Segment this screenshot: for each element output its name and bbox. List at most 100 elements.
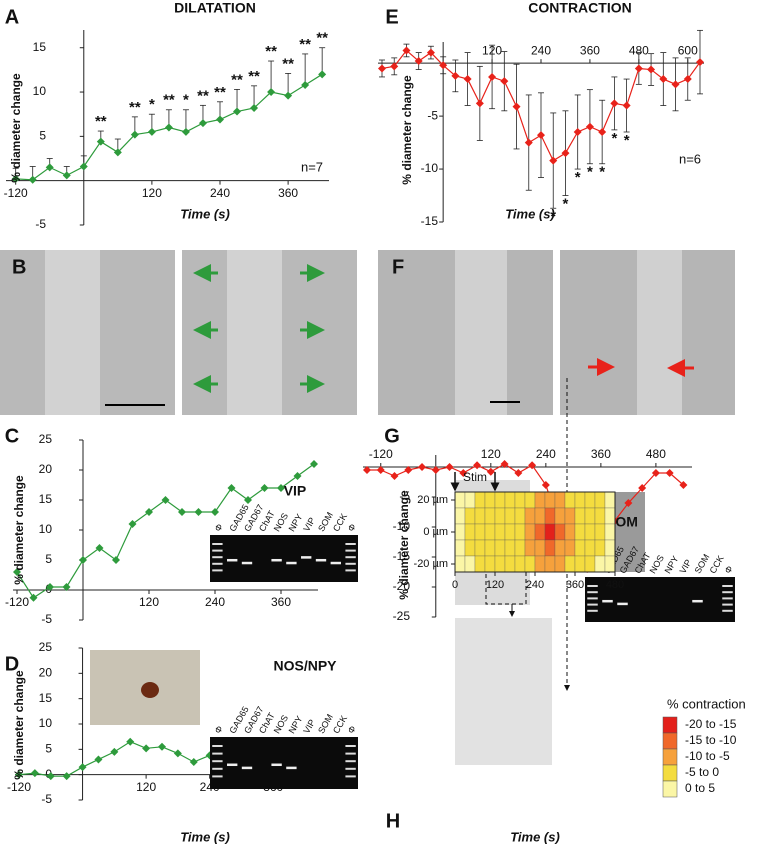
y-tick-label: 20 (39, 666, 53, 680)
x-tick-label: 240 (526, 579, 544, 591)
gel-band (301, 556, 312, 559)
data-point (622, 101, 631, 110)
x-tick-label: 360 (591, 447, 611, 461)
data-point (244, 496, 252, 504)
y-tick-label: -5 (427, 108, 438, 122)
data-point (665, 469, 674, 477)
y-tick-label: 15 (33, 40, 47, 54)
significance-label: * (149, 96, 155, 113)
data-point (439, 61, 448, 70)
gel-ladder-band (587, 591, 598, 594)
gel-ladder-band (722, 585, 733, 587)
heatmap-cell (524, 539, 536, 557)
data-point (598, 128, 607, 136)
heatmap-cell (534, 491, 546, 509)
y-tick-label: 25 (39, 640, 53, 654)
heatmap-cell (524, 523, 536, 541)
chart-title: DILATATION (174, 0, 256, 16)
y-tick-label: 15 (39, 691, 53, 705)
y-tick-label: -5 (41, 792, 52, 806)
gel-ladder-band (587, 597, 598, 600)
data-point (277, 484, 285, 492)
gel-ladder-band (722, 591, 733, 594)
x-tick-label: 240 (205, 595, 225, 609)
data-point (402, 46, 411, 55)
y-tick-label: -20 (393, 579, 411, 593)
y-axis-title: % diameter change (397, 490, 411, 600)
y-axis-title: % diameter change (12, 475, 26, 585)
data-point (634, 64, 643, 73)
data-point (310, 460, 318, 468)
heatmap-cell (544, 555, 556, 573)
x-tick-label: 480 (629, 43, 649, 57)
y-axis-title: % diameter change (9, 73, 23, 183)
gel-band (286, 766, 297, 770)
data-point (500, 460, 509, 468)
y-tick-label: -5 (41, 612, 52, 626)
legend-label: -20 to -15 (685, 717, 737, 731)
data-point (537, 131, 545, 140)
data-point (178, 508, 186, 516)
y-tick-label: -5 (399, 489, 410, 503)
significance-label: * (624, 132, 630, 149)
heatmap-cell (564, 491, 576, 509)
y-tick-label: -15 (421, 214, 439, 228)
data-point (161, 496, 170, 504)
x-tick-label: 120 (139, 595, 159, 609)
y-tick-label: -10 (393, 519, 411, 533)
significance-label: ** (265, 43, 277, 60)
gel-ladder-band (212, 767, 223, 770)
y-tick-label: 20 µm (417, 494, 448, 506)
gel-band (241, 561, 253, 565)
heatmap-cell (534, 555, 546, 573)
data-point (390, 62, 399, 71)
data-point (500, 77, 509, 86)
vessel (637, 250, 682, 415)
gel-ladder-band (212, 556, 223, 559)
data-point (671, 80, 680, 89)
data-point (94, 755, 103, 764)
gel-ladder-band (212, 569, 223, 572)
gel-ladder-band (212, 562, 223, 565)
data-point (390, 472, 399, 480)
heatmap-cell (604, 539, 616, 557)
data-point (683, 75, 692, 84)
data-point (211, 508, 219, 516)
y-tick-label: 5 (45, 552, 52, 566)
heatmap-cell (494, 539, 506, 557)
data-point (376, 466, 385, 474)
heatmap-cell (504, 539, 516, 557)
heatmap-cell (484, 523, 496, 541)
heatmap-cell (454, 491, 466, 509)
data-point (696, 58, 704, 67)
heatmap-cell (524, 507, 536, 525)
y-axis-title: % diameter change (12, 670, 26, 780)
data-point (250, 104, 259, 112)
data-point (145, 508, 153, 516)
gel-ladder-band (345, 556, 356, 559)
heatmap-cell (484, 555, 496, 573)
data-point (301, 80, 310, 89)
heatmap-cell (544, 507, 556, 525)
heatmap-cell (494, 555, 506, 573)
gel-ladder-band (212, 775, 223, 778)
data-point (414, 57, 423, 66)
data-point (512, 102, 521, 111)
x-tick-label: 480 (646, 447, 666, 461)
panel-letter: D (5, 653, 19, 675)
gel-ladder-band (345, 767, 356, 770)
data-point (30, 769, 39, 778)
data-point (189, 758, 198, 766)
gel-band (315, 558, 327, 562)
gel-band (241, 766, 253, 770)
heatmap-cell (454, 555, 466, 573)
panel-letter: A (5, 6, 19, 28)
data-point (113, 148, 122, 157)
gel-ladder-band (587, 609, 598, 612)
y-tick-label: 10 (39, 716, 53, 730)
data-point (62, 772, 71, 781)
legend-label: -15 to -10 (685, 733, 737, 747)
data-point (95, 544, 104, 552)
x-axis-title: Time (s) (180, 829, 230, 844)
heatmap-cell (484, 491, 496, 509)
